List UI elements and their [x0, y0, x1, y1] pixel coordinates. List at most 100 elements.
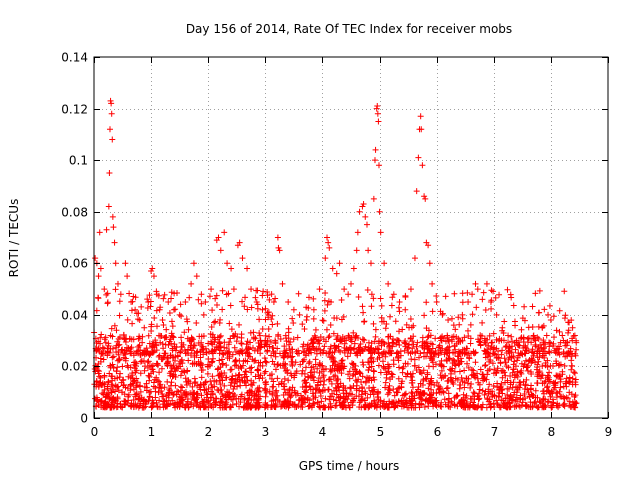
- data-point: [505, 339, 512, 346]
- data-point: [560, 393, 567, 400]
- data-point: [390, 399, 397, 406]
- data-point: [117, 400, 124, 407]
- data-point: [325, 376, 332, 383]
- data-point: [299, 383, 306, 390]
- data-point: [317, 334, 324, 341]
- data-point: [101, 286, 108, 293]
- data-point: [331, 342, 338, 349]
- data-point: [122, 384, 129, 391]
- data-point: [127, 350, 134, 357]
- data-point: [250, 329, 257, 336]
- data-point: [352, 334, 359, 341]
- data-point: [419, 396, 426, 403]
- data-point: [156, 306, 163, 313]
- data-point: [391, 392, 398, 399]
- data-point: [310, 295, 317, 302]
- data-point: [310, 306, 317, 313]
- data-point: [320, 374, 327, 381]
- data-point: [375, 118, 382, 125]
- data-point: [373, 105, 380, 112]
- data-point: [113, 368, 120, 375]
- data-point: [455, 314, 462, 321]
- data-point: [325, 239, 332, 246]
- data-point: [93, 377, 100, 384]
- data-point: [248, 364, 255, 371]
- data-point: [536, 398, 543, 405]
- data-point: [97, 265, 104, 272]
- data-point: [199, 367, 206, 374]
- data-point: [514, 368, 521, 375]
- data-point: [247, 329, 254, 336]
- data-point: [97, 340, 104, 347]
- data-point: [245, 395, 252, 402]
- data-point: [310, 339, 317, 346]
- data-point: [244, 345, 251, 352]
- data-point: [133, 310, 140, 317]
- data-point: [464, 380, 471, 387]
- data-point: [501, 318, 508, 325]
- data-point: [136, 383, 143, 390]
- data-point: [525, 404, 532, 411]
- x-axis-label: GPS time / hours: [299, 459, 400, 473]
- data-point: [259, 326, 266, 333]
- data-point: [262, 386, 269, 393]
- data-point: [361, 346, 368, 353]
- data-point: [573, 339, 580, 346]
- data-point: [231, 391, 238, 398]
- data-point: [221, 344, 228, 351]
- data-point: [367, 350, 374, 357]
- data-point: [500, 397, 507, 404]
- data-point: [377, 229, 384, 236]
- data-point: [240, 358, 247, 365]
- data-point: [207, 378, 214, 385]
- data-point: [385, 280, 392, 287]
- data-point: [209, 373, 216, 380]
- data-point: [350, 364, 357, 371]
- data-point: [261, 355, 268, 362]
- data-point: [98, 397, 105, 404]
- data-point: [266, 296, 273, 303]
- data-point: [148, 321, 155, 328]
- data-point: [474, 393, 481, 400]
- data-point: [477, 342, 484, 349]
- data-point: [390, 340, 397, 347]
- data-point: [370, 295, 377, 302]
- data-point: [144, 296, 151, 303]
- data-point: [510, 366, 517, 373]
- data-point: [344, 346, 351, 353]
- data-point: [456, 321, 463, 328]
- y-tick-label: 0.08: [61, 206, 88, 220]
- data-point: [236, 321, 243, 328]
- data-point: [254, 347, 261, 354]
- data-point: [358, 379, 365, 386]
- data-point: [486, 381, 493, 388]
- data-point: [383, 369, 390, 376]
- data-point: [132, 306, 139, 313]
- data-point: [208, 402, 215, 409]
- data-point: [271, 361, 278, 368]
- data-point: [556, 388, 563, 395]
- data-point: [243, 382, 250, 389]
- data-point: [221, 229, 228, 236]
- data-point: [365, 339, 372, 346]
- plot-frame: [93, 56, 609, 419]
- data-point: [154, 377, 161, 384]
- data-point: [334, 332, 341, 339]
- data-point: [190, 342, 197, 349]
- data-point: [270, 383, 277, 390]
- data-point: [282, 332, 289, 339]
- data-point: [375, 340, 382, 347]
- data-point: [327, 322, 334, 329]
- data-point: [155, 389, 162, 396]
- data-point: [127, 403, 134, 410]
- data-point: [395, 398, 402, 405]
- data-point: [306, 294, 313, 301]
- data-point: [302, 352, 309, 359]
- data-point: [116, 312, 123, 319]
- data-point: [269, 321, 276, 328]
- data-point: [238, 340, 245, 347]
- data-point: [561, 315, 568, 322]
- data-point: [253, 298, 260, 305]
- data-point: [517, 369, 524, 376]
- data-point: [186, 294, 193, 301]
